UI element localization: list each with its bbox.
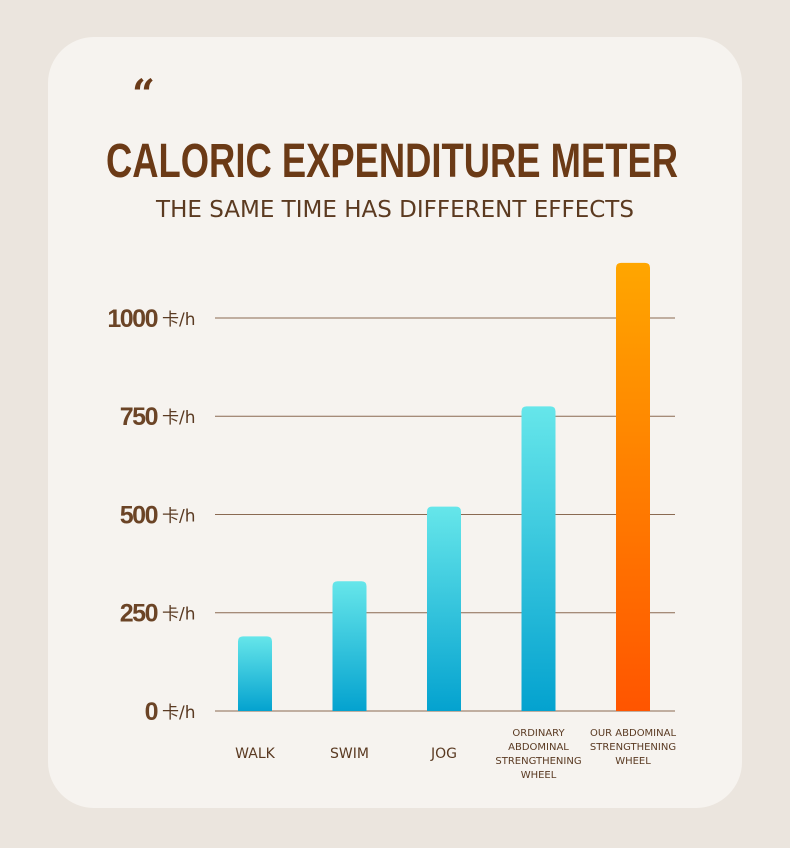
y-tick-unit: 卡/h — [162, 506, 196, 526]
y-tick-label: 750 — [120, 403, 158, 431]
chart-title: CALORIC EXPENDITURE METER — [106, 135, 678, 188]
x-tick-label: JOG — [431, 746, 457, 762]
y-tick-label: 250 — [120, 600, 158, 628]
y-tick-unit: 卡/h — [162, 703, 196, 723]
bar — [238, 636, 272, 711]
x-tick-label: SWIM — [330, 746, 369, 762]
x-tick-label: ORDINARY ABDOMINAL STRENGTHENING WHEEL — [495, 728, 582, 781]
y-tick-unit: 卡/h — [162, 310, 196, 330]
bar — [332, 581, 367, 711]
card — [48, 37, 742, 808]
y-tick-label: 1000 — [107, 305, 157, 333]
bar — [616, 262, 650, 711]
chart-subtitle: THE SAME TIME HAS DIFFERENT EFFECTS — [155, 197, 634, 223]
y-tick-unit: 卡/h — [162, 605, 196, 625]
y-tick-label: 0 — [145, 698, 158, 726]
quote-mark: “ — [132, 71, 155, 118]
bar — [521, 406, 556, 711]
bar — [427, 506, 461, 711]
x-tick-label: OUR ABDOMINAL STRENGTHENING WHEEL — [589, 728, 677, 767]
y-tick-label: 500 — [120, 501, 158, 529]
x-tick-label: WALK — [235, 746, 275, 762]
y-tick-unit: 卡/h — [162, 408, 196, 428]
